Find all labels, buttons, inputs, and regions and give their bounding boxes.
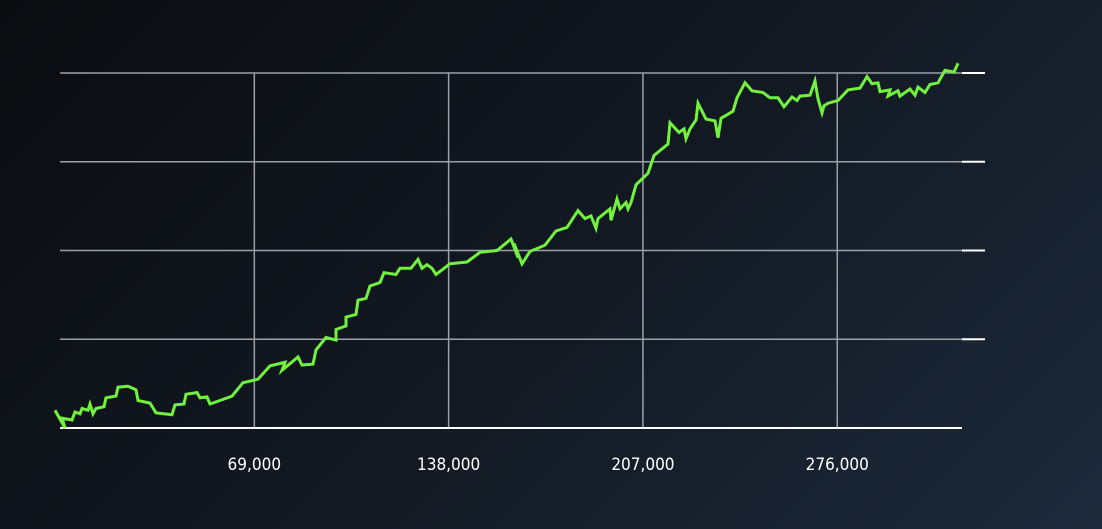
x-tick-label: 276,000 [806,455,869,475]
x-tick-label: 207,000 [611,455,674,475]
x-tick-label: 69,000 [228,455,282,475]
data-line [53,62,960,429]
x-tick-label: 138,000 [417,455,480,475]
